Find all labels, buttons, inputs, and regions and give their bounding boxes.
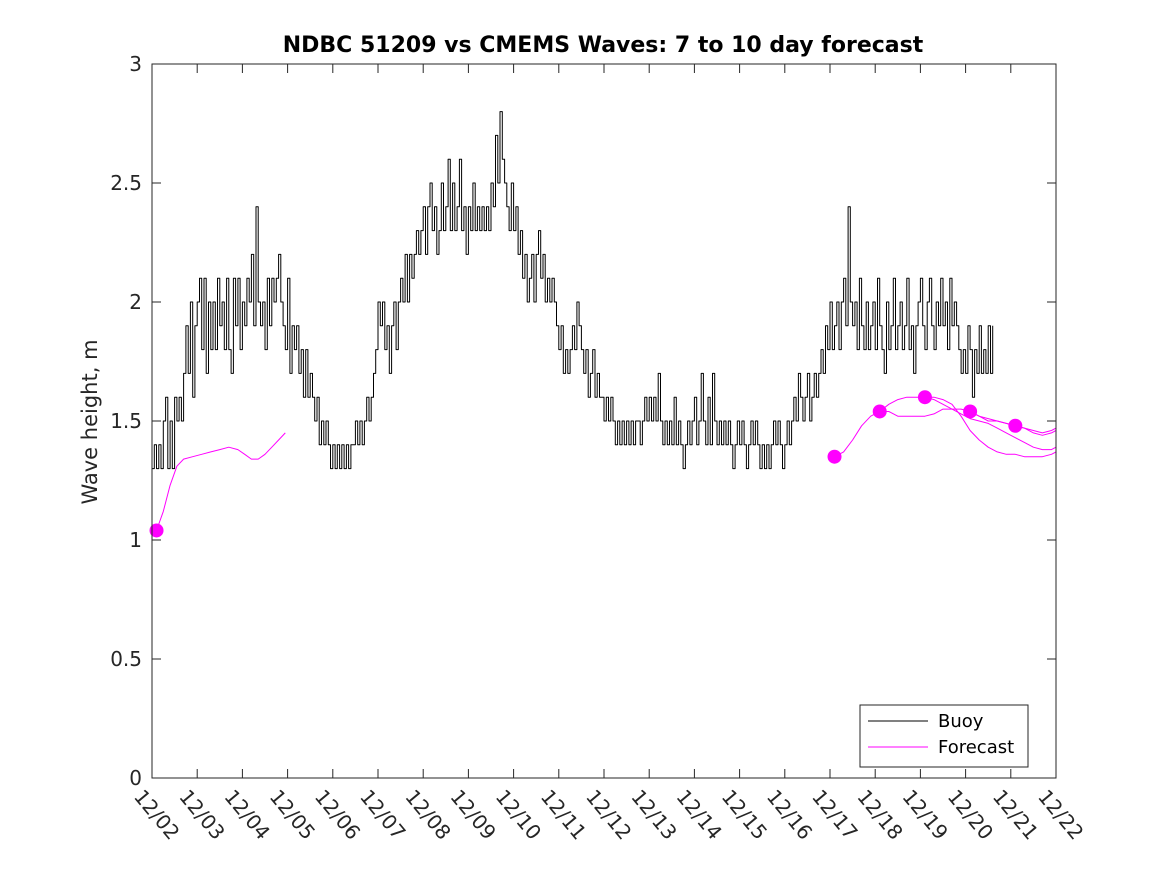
forecast-marker	[149, 523, 164, 538]
y-tick-label: 0	[129, 766, 142, 790]
legend-box	[859, 704, 1029, 768]
axes-frame	[151, 63, 1057, 779]
y-tick-label: 2.5	[110, 171, 142, 195]
forecast-marker	[872, 404, 887, 419]
forecast-series-line	[924, 396, 1057, 451]
forecast-marker	[963, 404, 978, 419]
forecast-marker	[827, 449, 842, 464]
forecast-marker	[917, 390, 932, 405]
y-tick-label: 1	[129, 528, 142, 552]
y-tick-label: 1.5	[110, 409, 142, 433]
forecast-series-line	[156, 432, 286, 531]
chart-title: NDBC 51209 vs CMEMS Waves: 7 to 10 day f…	[283, 33, 924, 58]
y-tick-label: 3	[129, 52, 142, 76]
buoy-series-line	[152, 111, 994, 470]
forecast-series-line	[834, 396, 1057, 458]
forecast-marker	[1008, 418, 1023, 433]
legend: Buoy Forecast	[859, 704, 1029, 768]
legend-buoy-label: Buoy	[938, 711, 984, 732]
y-tick-label: 2	[129, 290, 142, 314]
y-tick-label: 0.5	[110, 647, 142, 671]
legend-forecast-label: Forecast	[938, 737, 1014, 758]
y-axis-label: Wave height, m	[78, 339, 102, 504]
